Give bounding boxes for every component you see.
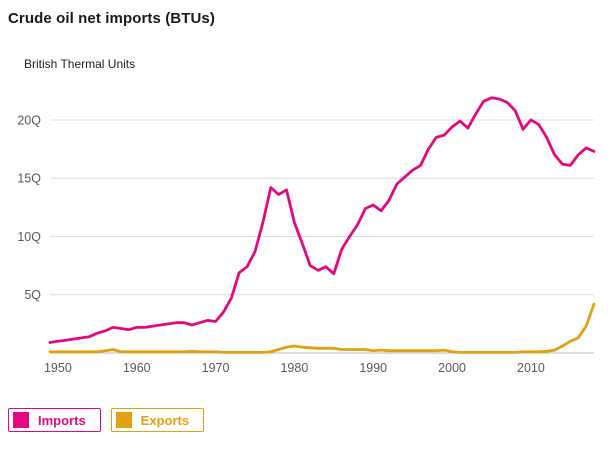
x-tick-2000: 2000: [438, 361, 466, 375]
page-title: Crude oil net imports (BTUs): [8, 10, 215, 27]
chart-legend: Imports Exports: [8, 408, 608, 432]
imports-swatch-icon: [13, 412, 29, 428]
imports-line: [48, 96, 596, 344]
y-axis-caption: British Thermal Units: [24, 57, 136, 71]
x-tick-1970: 1970: [202, 361, 230, 375]
y-tick-10Q: 10Q: [17, 230, 41, 244]
legend-item-imports[interactable]: Imports: [8, 408, 101, 432]
legend-label-exports: Exports: [140, 412, 190, 428]
exports-swatch-icon: [115, 412, 132, 428]
x-tick-2010: 2010: [517, 361, 545, 375]
x-tick-1950: 1950: [44, 361, 72, 375]
y-tick-20Q: 20Q: [17, 113, 41, 127]
legend-item-exports[interactable]: Exports: [110, 408, 205, 432]
x-tick-1980: 1980: [280, 361, 308, 375]
y-tick-15Q: 15Q: [17, 172, 41, 186]
line-chart: 5Q 10Q 15Q 20Q 1950 1960 1970 1980 1990 2000 2010: [17, 96, 596, 375]
exports-line: [48, 302, 596, 354]
legend-label-imports: Imports: [38, 412, 86, 428]
x-tick-1990: 1990: [359, 361, 387, 375]
y-tick-5Q: 5Q: [24, 288, 41, 302]
x-tick-1960: 1960: [123, 361, 151, 375]
chart-area: 5Q 10Q 15Q 20Q 1950 1960 1970 1980 1990 2000 2010: [0, 75, 608, 392]
